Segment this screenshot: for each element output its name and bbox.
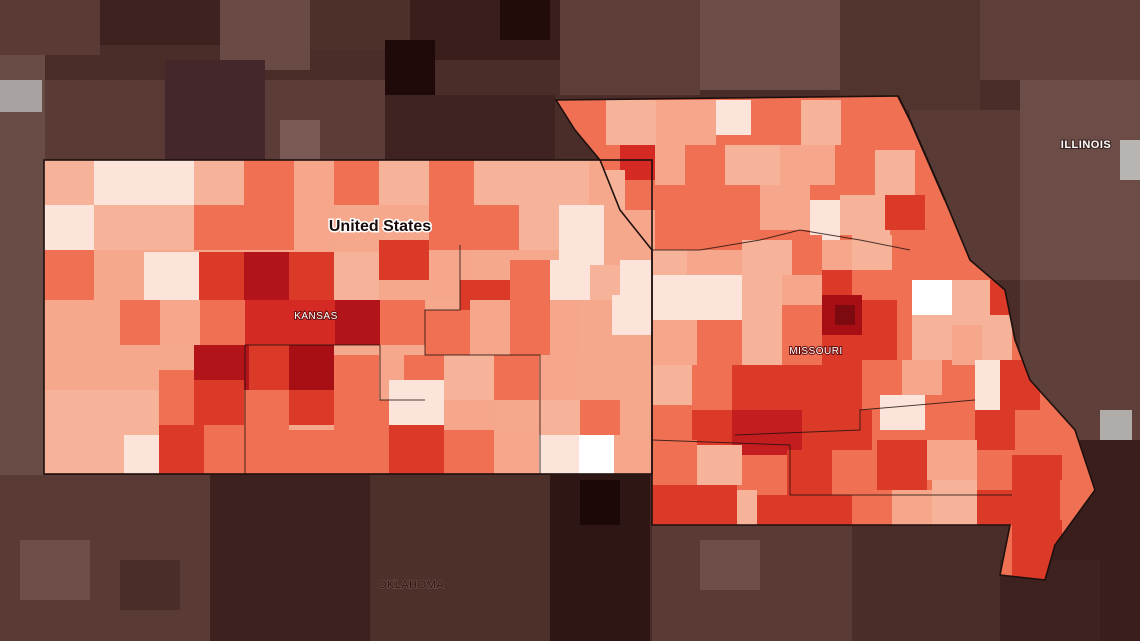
state-label-illinois: ILLINOIS <box>1061 139 1111 151</box>
state-label-missouri: MISSOURI <box>789 346 842 357</box>
map-labels: United States KANSAS MISSOURI ILLINOIS O… <box>293 138 1112 592</box>
state-label-oklahoma: OKLAHOMA <box>378 579 445 591</box>
kansas-counties <box>44 160 652 474</box>
state-label-kansas: KANSAS <box>294 311 338 322</box>
state-borders <box>43 95 1096 581</box>
map-title: United States <box>329 218 431 235</box>
